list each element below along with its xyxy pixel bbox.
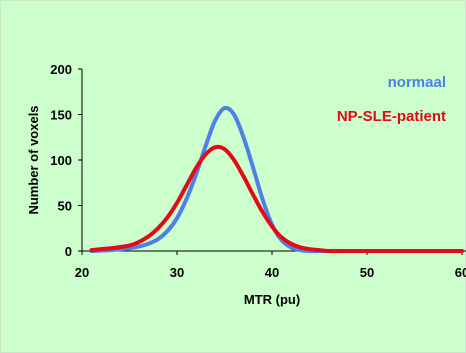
x-tick-label: 40 [265, 265, 279, 280]
x-tick-label: 30 [170, 265, 184, 280]
y-tick-label: 100 [50, 153, 72, 168]
x-tick-label: 50 [360, 265, 374, 280]
y-tick-label: 200 [50, 62, 72, 77]
x-axis-title: MTR (pu) [244, 292, 300, 307]
y-tick-label: 0 [65, 244, 72, 259]
y-axis-title: Number of voxels [26, 105, 41, 214]
x-tick-label: 20 [75, 265, 89, 280]
y-tick-label: 50 [58, 199, 72, 214]
series-line-np-sle-patient [89, 144, 464, 254]
legend-entry-np-sle-patient: NP-SLE-patient [337, 108, 446, 125]
series-line-normaal [89, 105, 464, 254]
legend-entry-normaal: normaal [388, 74, 446, 91]
y-tick-label: 150 [50, 108, 72, 123]
x-tick-label: 60 [455, 265, 466, 280]
